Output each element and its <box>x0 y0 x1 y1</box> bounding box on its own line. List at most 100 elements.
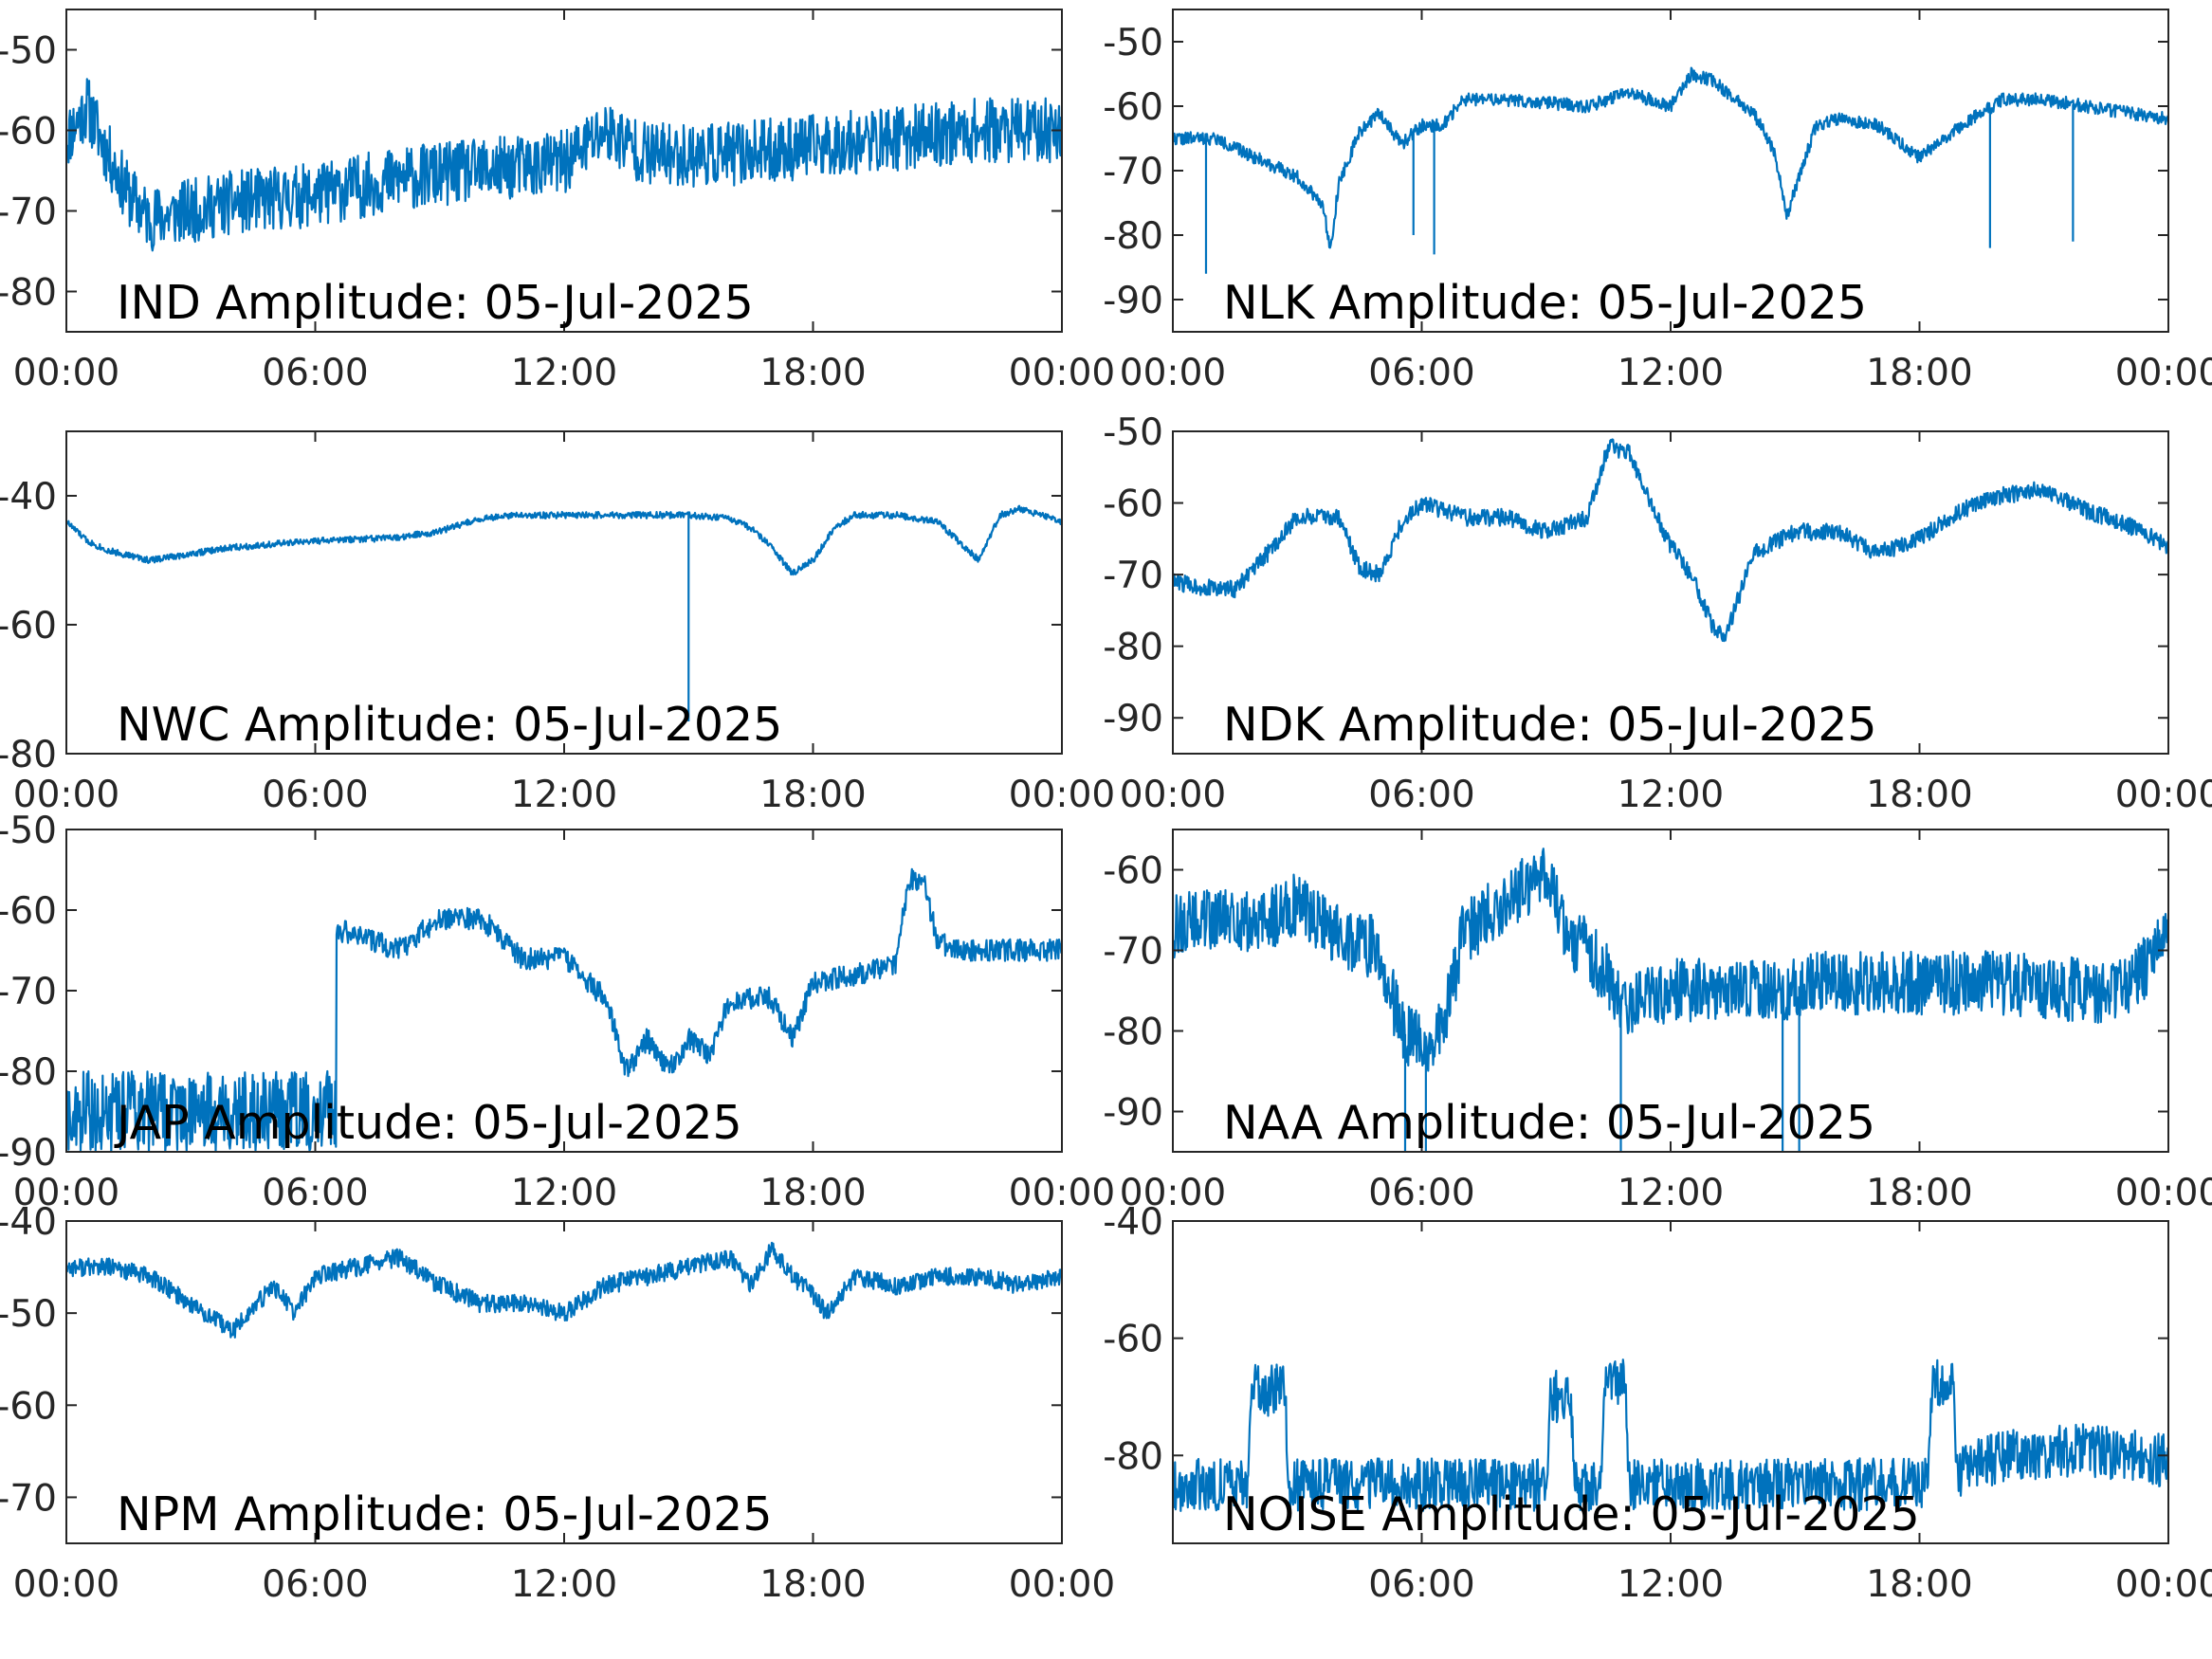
x-tick-label: 12:00 <box>1618 1172 1724 1214</box>
y-tick-label: -80 <box>0 272 57 315</box>
x-tick-label: 18:00 <box>1866 1172 1972 1214</box>
y-tick-label: -60 <box>1103 1319 1163 1361</box>
x-tick-label: 00:00 <box>13 1172 119 1214</box>
panel-title: NOISE Amplitude: 05-Jul-2025 <box>1223 1487 1920 1541</box>
x-tick-label: 00:00 <box>1009 352 1115 394</box>
y-tick-label: -50 <box>1103 411 1163 454</box>
x-tick-label: 12:00 <box>1618 352 1724 394</box>
y-tick-label: -40 <box>0 1201 57 1244</box>
x-tick-label: 00:00 <box>2115 1563 2212 1606</box>
y-tick-label: -90 <box>1103 698 1163 740</box>
y-tick-label: -80 <box>1103 1012 1163 1054</box>
x-tick-label: 18:00 <box>759 1172 866 1214</box>
y-tick-label: -70 <box>0 1477 57 1520</box>
traces <box>1173 848 2168 1152</box>
series-line-1 <box>1173 848 2168 1072</box>
y-tick-label: -50 <box>0 1293 57 1336</box>
y-tick-label: -60 <box>1103 86 1163 129</box>
y-tick-label: -50 <box>1103 22 1163 64</box>
panel-title: NAA Amplitude: 05-Jul-2025 <box>1223 1096 1875 1150</box>
panel-title: NWC Amplitude: 05-Jul-2025 <box>117 698 782 752</box>
x-tick-label: 00:00 <box>13 352 119 394</box>
traces <box>1173 438 2168 643</box>
panel-7: 00:00 06:00 12:00 18:00 00:00 -40 -50 -60 -70 NPM… <box>0 1201 1115 1606</box>
y-tick-label: -70 <box>0 191 57 234</box>
series-line-1 <box>66 504 1062 576</box>
y-tick-label: -80 <box>0 1051 57 1094</box>
panel-title: JAP Amplitude: 05-Jul-2025 <box>114 1096 742 1150</box>
panel-title: IND Amplitude: 05-Jul-2025 <box>117 276 754 330</box>
y-tick-label: -80 <box>0 734 57 776</box>
y-tick-label: -60 <box>0 605 57 647</box>
y-tick-label: -50 <box>0 30 57 73</box>
series-line-1 <box>66 78 1062 252</box>
x-tick-label: 12:00 <box>1618 774 1724 816</box>
series-line-1 <box>66 867 1062 1152</box>
traces <box>1173 66 2168 274</box>
x-tick-label: 18:00 <box>759 352 866 394</box>
x-tick-label: 06:00 <box>1368 1563 1474 1606</box>
x-tick-label: 12:00 <box>511 1563 617 1606</box>
y-tick-label: -70 <box>1103 931 1163 974</box>
y-tick-label: -90 <box>0 1132 57 1175</box>
x-tick-label: 00:00 <box>2115 1172 2212 1214</box>
x-tick-label: 00:00 <box>1009 1172 1115 1214</box>
x-tick-label: 00:00 <box>2115 774 2212 816</box>
panel-4: 00:00 06:00 12:00 18:00 00:00 -50 -60 -70 -80 -90… <box>1103 411 2212 816</box>
x-tick-label: 12:00 <box>511 352 617 394</box>
x-tick-label: 06:00 <box>262 1563 368 1606</box>
y-tick-label: -80 <box>1103 1435 1163 1478</box>
x-tick-label: 18:00 <box>1866 352 1972 394</box>
x-tick-label: 00:00 <box>13 774 119 816</box>
panel-5: 00:00 06:00 12:00 18:00 00:00 -50 -60 -70 -80 -90… <box>0 810 1115 1214</box>
x-tick-label: 18:00 <box>1866 1563 1972 1606</box>
y-tick-label: -70 <box>1103 151 1163 193</box>
panel-2: 00:00 06:00 12:00 18:00 00:00 -50 -60 -70 -80 -90… <box>1103 9 2212 394</box>
panel-6: 00:00 06:00 12:00 18:00 00:00 -60 -70 -80 -90 NAA… <box>1103 829 2212 1214</box>
x-tick-label: 12:00 <box>1618 1563 1724 1606</box>
series-line-1 <box>1173 438 2168 643</box>
y-tick-label: -40 <box>1103 1201 1163 1244</box>
series-line-1 <box>1173 1358 2168 1512</box>
x-tick-label: 00:00 <box>1009 1563 1115 1606</box>
series-line-1 <box>1173 66 2168 249</box>
panel-title: NLK Amplitude: 05-Jul-2025 <box>1223 276 1867 330</box>
y-tick-label: -60 <box>1103 850 1163 893</box>
traces <box>66 78 1062 252</box>
x-tick-label: 06:00 <box>1368 774 1474 816</box>
x-tick-label: 18:00 <box>759 1563 866 1606</box>
traces <box>66 1241 1062 1339</box>
x-tick-label: 18:00 <box>1866 774 1972 816</box>
x-tick-label: 00:00 <box>1120 352 1226 394</box>
y-tick-label: -60 <box>1103 483 1163 526</box>
x-tick-label: 12:00 <box>511 1172 617 1214</box>
x-tick-label: 00:00 <box>13 1563 119 1606</box>
traces <box>66 504 1062 721</box>
traces <box>1173 1358 2168 1512</box>
y-tick-label: -90 <box>1103 280 1163 322</box>
x-tick-label: 00:00 <box>1120 774 1226 816</box>
x-tick-label: 12:00 <box>511 774 617 816</box>
x-tick-label: 06:00 <box>262 352 368 394</box>
x-tick-label: 00:00 <box>1120 1172 1226 1214</box>
y-tick-label: -60 <box>0 111 57 154</box>
panel-1: 00:00 06:00 12:00 18:00 00:00 -50 -60 -70 -80 IND… <box>0 9 1115 394</box>
series-line-1 <box>66 1241 1062 1339</box>
y-tick-label: -70 <box>1103 555 1163 597</box>
y-tick-label: -70 <box>0 971 57 1013</box>
traces <box>66 867 1062 1152</box>
panel-title: NDK Amplitude: 05-Jul-2025 <box>1223 698 1877 752</box>
panel-title: NPM Amplitude: 05-Jul-2025 <box>117 1487 773 1541</box>
panel-3: 00:00 06:00 12:00 18:00 00:00 -40 -60 -80 NWC Am… <box>0 430 1115 816</box>
x-tick-label: 18:00 <box>759 774 866 816</box>
panel-8: 06:00 12:00 18:00 00:00 -40 -60 -80 NOISE Ampli… <box>1103 1201 2212 1606</box>
x-tick-label: 00:00 <box>1009 774 1115 816</box>
y-tick-label: -60 <box>0 890 57 933</box>
x-tick-label: 06:00 <box>1368 352 1474 394</box>
x-tick-label: 06:00 <box>262 774 368 816</box>
x-tick-label: 06:00 <box>1368 1172 1474 1214</box>
y-tick-label: -60 <box>0 1385 57 1428</box>
x-tick-label: 06:00 <box>262 1172 368 1214</box>
y-tick-label: -90 <box>1103 1092 1163 1135</box>
